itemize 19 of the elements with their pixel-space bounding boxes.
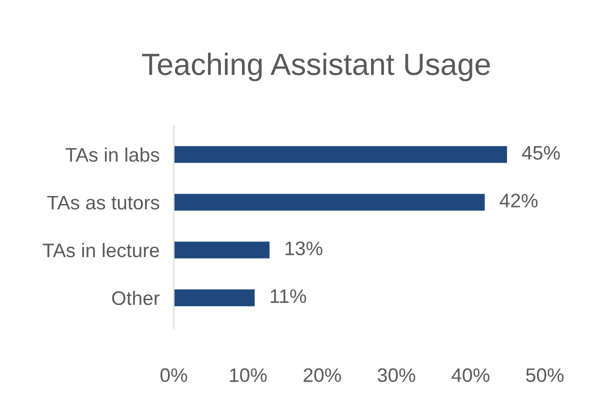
data-label: 45% xyxy=(522,146,560,160)
y-tick-label: TAs in labs xyxy=(66,147,160,162)
x-tick-label: 40% xyxy=(452,368,490,382)
bar xyxy=(174,288,256,308)
y-tick-label: Other xyxy=(112,290,160,306)
chart-title: Teaching Assistant Usage xyxy=(142,52,490,82)
bar xyxy=(174,240,271,260)
data-label: 42% xyxy=(500,194,538,208)
x-tick-label: 50% xyxy=(526,368,564,382)
bar xyxy=(174,144,508,164)
x-tick-label: 10% xyxy=(230,368,267,382)
x-tick-label: 20% xyxy=(304,368,341,382)
data-label: 11% xyxy=(270,289,306,303)
x-tick-label: 0% xyxy=(160,368,188,382)
bar xyxy=(174,192,486,212)
data-label: 13% xyxy=(286,242,322,256)
y-tick-label: TAs as tutors xyxy=(47,196,160,210)
x-tick-label: 30% xyxy=(378,368,416,382)
y-tick-label: TAs in lecture xyxy=(42,243,160,258)
